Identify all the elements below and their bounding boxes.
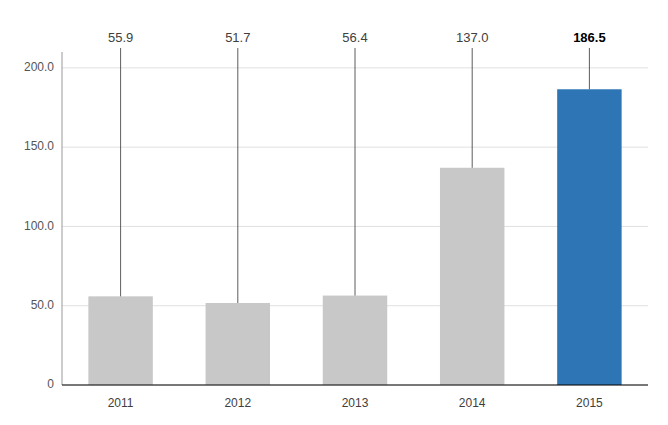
data-label: 137.0 <box>456 30 489 45</box>
bar <box>88 296 152 385</box>
x-tick-labels: 2011 2012 2013 2014 2015 <box>108 396 603 410</box>
y-tick-label: 50.0 <box>31 298 55 312</box>
data-label: 51.7 <box>225 30 250 45</box>
leader-line <box>355 48 356 296</box>
x-axis-line <box>62 384 648 385</box>
y-axis-line <box>62 52 63 385</box>
x-tick-label: 2013 <box>342 396 369 410</box>
x-tick-label: 2014 <box>459 396 486 410</box>
y-tick-label: 100.0 <box>24 219 54 233</box>
data-label: 186.5 <box>573 30 606 45</box>
data-label: 56.4 <box>342 30 367 45</box>
x-tick-label: 2011 <box>108 396 134 410</box>
data-label: 55.9 <box>108 30 133 45</box>
y-tick-label: 150.0 <box>24 139 54 153</box>
x-tick-label: 2015 <box>576 396 603 410</box>
leader-lines <box>121 48 590 303</box>
chart-svg: 0 50.0 100.0 150.0 200.0 55.9 51.7 56.4 137.0 186… <box>0 0 668 425</box>
leader-line <box>120 48 121 296</box>
bar <box>440 168 504 385</box>
y-tick-label: 200.0 <box>24 60 54 74</box>
leader-line <box>472 48 473 168</box>
leader-line <box>589 48 590 89</box>
x-tick-label: 2012 <box>224 396 251 410</box>
leader-line <box>237 48 238 303</box>
y-tick-labels: 0 50.0 100.0 150.0 200.0 <box>24 60 54 391</box>
page: {"chart_data": {"type": "bar", "categori… <box>0 0 668 425</box>
data-labels: 55.9 51.7 56.4 137.0 186.5 <box>108 30 606 45</box>
y-tick-label: 0 <box>47 377 54 391</box>
grid-line <box>62 385 648 386</box>
chart-container: 0 50.0 100.0 150.0 200.0 55.9 51.7 56.4 137.0 186… <box>0 0 668 425</box>
bar <box>206 303 270 385</box>
bar <box>323 296 387 385</box>
bar <box>557 89 621 385</box>
